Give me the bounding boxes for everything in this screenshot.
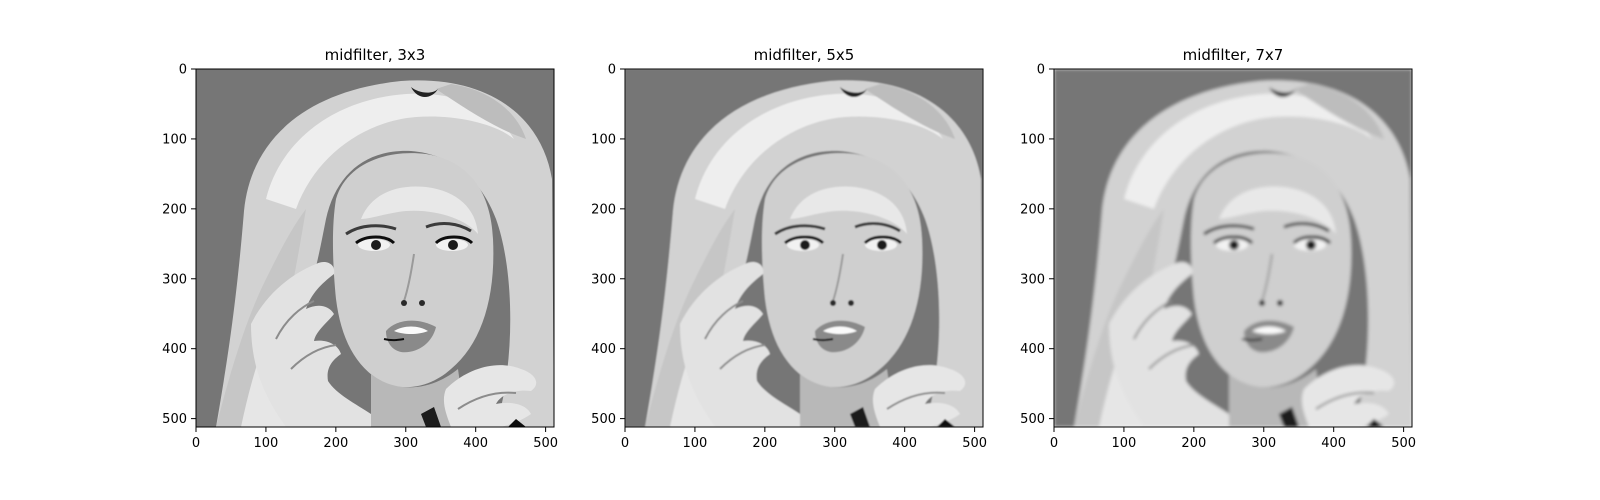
x-tick-label: 400 <box>1321 436 1346 451</box>
x-tick-label: 500 <box>533 436 558 451</box>
y-tick-label: 0 <box>1037 63 1045 78</box>
y-axis: 0 100 200 300 400 500 <box>1020 63 1054 427</box>
x-axis: 0 100 200 300 400 500 <box>1050 427 1416 451</box>
axes-frame <box>195 68 555 428</box>
panel-title: midfilter, 3x3 <box>325 46 426 64</box>
panel-midfilter-5x5: midfilter, 5x5 0 100 200 300 400 500 0 100 200 3… <box>591 46 987 451</box>
y-tick-label: 300 <box>162 272 187 287</box>
x-tick-label: 500 <box>1391 436 1416 451</box>
y-tick-label: 400 <box>591 342 616 357</box>
panel-midfilter-7x7: midfilter, 7x7 0 100 200 300 400 500 0 100 200 3… <box>1020 46 1416 451</box>
y-tick-label: 100 <box>162 132 187 147</box>
image-heatmap <box>196 69 554 427</box>
image-heatmap <box>1054 69 1412 427</box>
x-tick-label: 300 <box>393 436 418 451</box>
y-tick-label: 300 <box>1020 272 1045 287</box>
x-tick-label: 200 <box>752 436 777 451</box>
x-tick-label: 500 <box>962 436 987 451</box>
y-tick-label: 500 <box>162 412 187 427</box>
y-tick-label: 200 <box>1020 202 1045 217</box>
y-tick-label: 500 <box>591 412 616 427</box>
axes-frame <box>624 68 984 428</box>
panel-title: midfilter, 7x7 <box>1183 46 1284 64</box>
y-tick-label: 100 <box>591 132 616 147</box>
y-tick-label: 200 <box>162 202 187 217</box>
x-tick-label: 200 <box>1181 436 1206 451</box>
x-tick-label: 100 <box>254 436 279 451</box>
x-tick-label: 100 <box>1112 436 1137 451</box>
panel-midfilter-3x3: midfilter, 3x3 0 100 200 300 400 500 0 100 200 3… <box>162 46 558 451</box>
x-axis: 0 100 200 300 400 500 <box>621 427 987 451</box>
x-tick-label: 300 <box>1251 436 1276 451</box>
x-tick-label: 400 <box>463 436 488 451</box>
image-heatmap <box>625 69 983 427</box>
y-axis: 0 100 200 300 400 500 <box>162 63 196 427</box>
x-axis: 0 100 200 300 400 500 <box>192 427 558 451</box>
y-tick-label: 200 <box>591 202 616 217</box>
y-axis: 0 100 200 300 400 500 <box>591 63 625 427</box>
x-tick-label: 400 <box>892 436 917 451</box>
x-tick-label: 0 <box>621 436 629 451</box>
y-tick-label: 0 <box>179 63 187 78</box>
panel-title: midfilter, 5x5 <box>754 46 855 64</box>
x-tick-label: 200 <box>323 436 348 451</box>
axes-frame <box>1053 68 1413 428</box>
x-tick-label: 300 <box>822 436 847 451</box>
y-tick-label: 300 <box>591 272 616 287</box>
x-tick-label: 100 <box>683 436 708 451</box>
y-tick-label: 500 <box>1020 412 1045 427</box>
y-tick-label: 400 <box>1020 342 1045 357</box>
y-tick-label: 400 <box>162 342 187 357</box>
x-tick-label: 0 <box>192 436 200 451</box>
y-tick-label: 100 <box>1020 132 1045 147</box>
x-tick-label: 0 <box>1050 436 1058 451</box>
y-tick-label: 0 <box>608 63 616 78</box>
